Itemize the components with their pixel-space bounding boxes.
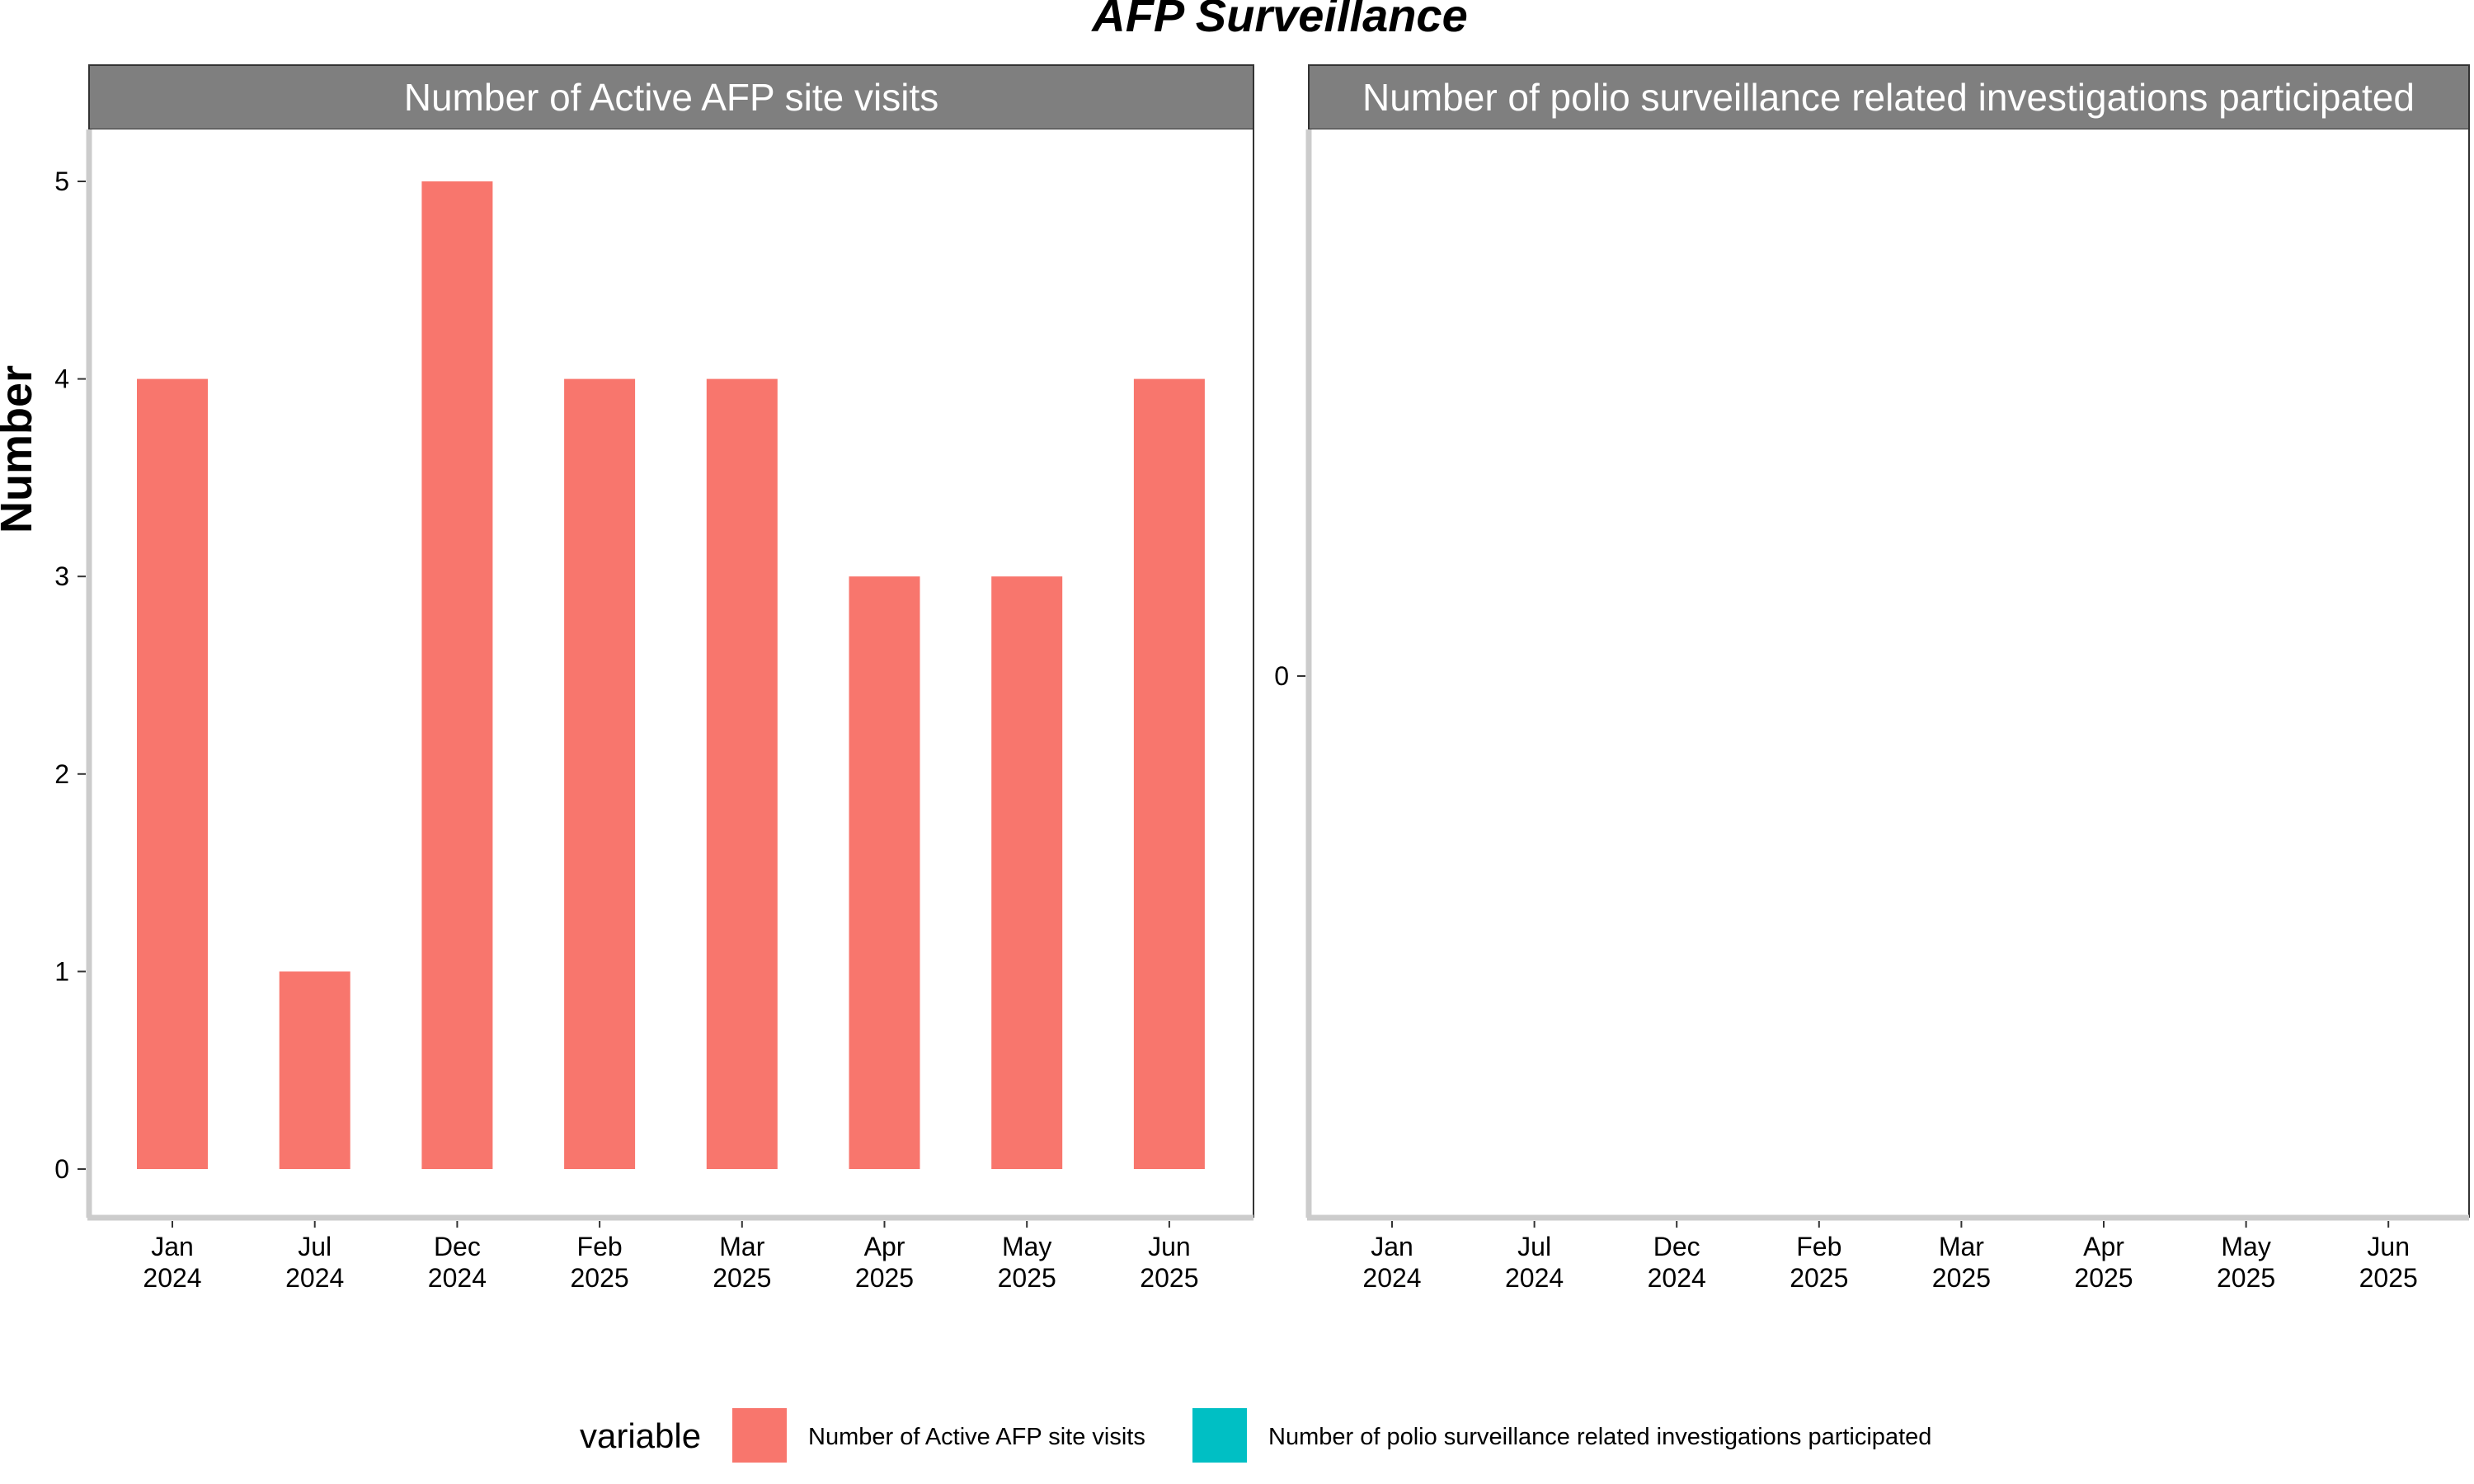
legend-label-active-afp: Number of Active AFP site visits [808,1424,1145,1450]
x-tick-label: May 2025 [998,1232,1056,1293]
y-tick-label: 2 [54,759,69,789]
legend-label-polio-investigations: Number of polio surveillance related inv… [1268,1424,1931,1450]
legend: variable Number of Active AFP site visit… [580,1408,1931,1463]
x-tick-label: Apr 2025 [2074,1232,2133,1293]
y-tick-label: 3 [54,561,69,591]
y-tick-label: 0 [54,1154,69,1184]
x-tick-label: Jul 2024 [285,1232,344,1293]
x-tick-label: Feb 2025 [1790,1232,1848,1293]
legend-key-polio-investigations [1192,1408,1247,1463]
bar [137,378,208,1170]
facet-right-strip [1308,64,2470,130]
facet-right-y-ticks: 0 [1274,661,1305,691]
y-tick-label: 5 [54,167,69,196]
facet-right-x-ticks: Jan 2024 Jul 2024 Dec 2024 Feb 2025 Mar 2025 Apr 20… [1362,1221,2418,1293]
x-tick-label: Dec 2024 [428,1232,487,1293]
facet-left-panel [89,129,1253,1218]
x-tick-label: Jan 2024 [1362,1232,1421,1293]
facet-left-x-ticks: Jan 2024 Jul 2024 Dec 2024 Feb 2025 Mar 2025 Apr 20… [143,1221,1198,1293]
facet-right-panel [1309,129,2469,1218]
x-tick-label: Jan 2024 [143,1232,201,1293]
x-tick-label: Jun 2025 [1140,1232,1198,1293]
x-tick-label: Jun 2025 [2359,1232,2418,1293]
bar [991,576,1063,1169]
x-tick-label: Jul 2024 [1505,1232,1564,1293]
facet-left-strip-label: Number of Active AFP site visits [404,76,939,119]
legend-title: variable [580,1416,701,1455]
bar [421,181,493,1169]
facet-right-strip-label: Number of polio surveillance related inv… [1362,76,2415,119]
x-tick-label: Mar 2025 [1932,1232,1991,1293]
y-tick-label: 4 [54,364,69,394]
bar [564,378,636,1170]
bar [279,971,350,1169]
legend-key-active-afp [732,1408,787,1463]
y-tick-label: 1 [54,956,69,986]
x-tick-label: Apr 2025 [855,1232,914,1293]
bar [706,378,778,1170]
bar [1133,378,1205,1170]
x-tick-label: Dec 2024 [1648,1232,1706,1293]
x-tick-label: Feb 2025 [571,1232,629,1293]
facet-left-y-ticks: 0 1 2 3 4 5 [54,167,86,1184]
bar [849,576,920,1169]
chart-title: AFP Surveillance [1090,0,1467,41]
x-tick-label: May 2025 [2217,1232,2275,1293]
facet-left-strip [88,64,1254,130]
facet-right: Number of polio surveillance related inv… [1274,64,2470,1293]
x-tick-label: Mar 2025 [713,1232,771,1293]
facet-left-bars [137,181,1205,1170]
y-axis-label: Number [0,365,41,533]
facet-left: Number of Active AFP site visits 012345 … [54,64,1254,1293]
y-tick-label: 0 [1274,661,1289,691]
